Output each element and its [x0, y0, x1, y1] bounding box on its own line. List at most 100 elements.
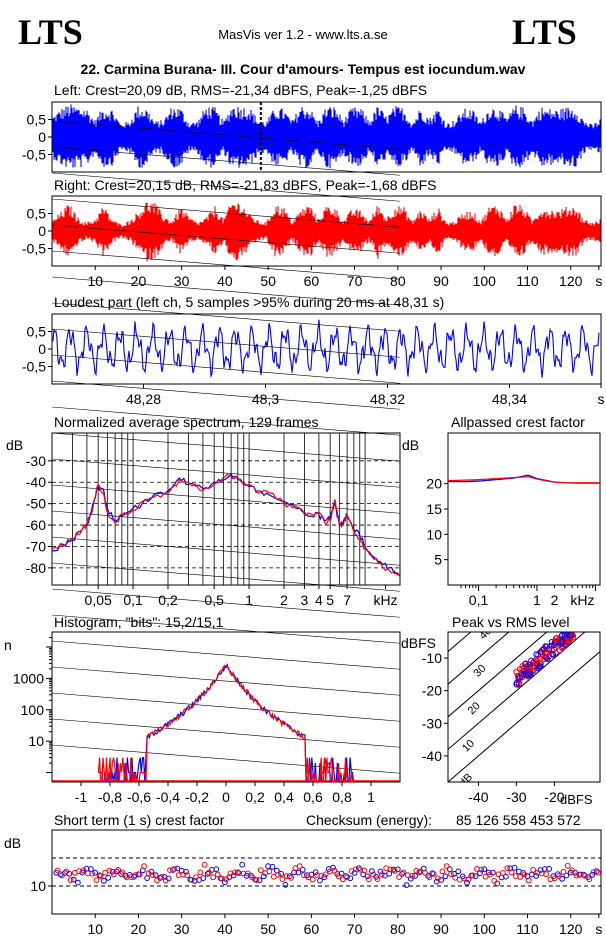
- short-term-point: [500, 870, 506, 876]
- x-tick-label: 0,2: [158, 592, 178, 608]
- spectrum-slope-line: [51, 198, 401, 228]
- short-term-point: [136, 871, 143, 878]
- x-tick-label: 3: [301, 592, 309, 608]
- short-term-point: [275, 872, 282, 878]
- peak-rms-point: [515, 681, 522, 689]
- x-tick-label: 0,6: [303, 789, 323, 805]
- x-tick-label: 20: [131, 921, 147, 937]
- short-term-point: [396, 874, 403, 880]
- x-tick-label: 50: [260, 273, 276, 289]
- right-waveform-trace: [52, 202, 601, 262]
- short-term-point: [317, 877, 323, 884]
- x-tick-label: 0,1: [123, 592, 143, 608]
- short-term-point: [312, 869, 319, 876]
- short-term-point: [446, 866, 453, 873]
- short-term-point: [96, 872, 103, 879]
- short-term-point: [321, 874, 328, 881]
- spectrum-slope-line: [51, 666, 401, 696]
- checksum-label: Checksum (energy):: [306, 812, 432, 828]
- short-term-point: [430, 871, 437, 877]
- short-term-point: [201, 861, 208, 868]
- short-term-point: [370, 871, 377, 878]
- short-term-point: [223, 876, 230, 882]
- x-tick-label: 40: [217, 921, 233, 937]
- x-tick-label: 48,32: [370, 391, 405, 407]
- short-term-point: [97, 873, 104, 879]
- peak-rms-point: [530, 667, 537, 675]
- short-term-point: [80, 867, 87, 874]
- peak-rms-point: [527, 671, 534, 679]
- short-term-point: [494, 880, 501, 887]
- short-term-point: [119, 869, 126, 876]
- crest-diagonal: [448, 650, 600, 782]
- short-term-point: [361, 867, 368, 874]
- short-term-point: [335, 873, 342, 880]
- short-term-point: [586, 876, 593, 883]
- x-tick-label: 90: [433, 273, 449, 289]
- x-tick-label: 4: [315, 592, 323, 608]
- x-tick-label: 1: [245, 592, 253, 608]
- logo-left: LTS: [18, 12, 83, 52]
- short-term-point: [356, 865, 362, 872]
- y-tick-label: -0,5: [22, 147, 46, 163]
- y-tick-label: -10: [422, 650, 442, 666]
- short-term-point: [193, 874, 199, 880]
- short-term-point: [63, 868, 70, 875]
- short-term-crest-grid: [52, 857, 601, 887]
- spectrum-slope-line: [51, 276, 401, 306]
- spectrum-slope-line: [51, 588, 401, 618]
- peak-rms-point: [513, 681, 520, 688]
- y-tick-label: -30: [422, 715, 442, 731]
- spectrum-slope-line: [51, 614, 401, 644]
- short-term-point: [511, 865, 518, 871]
- x-tick-label: 120: [559, 921, 583, 937]
- x-tick-label: 2: [280, 592, 288, 608]
- loudest-part-title: Loudest part (left ch, 5 samples >95% du…: [54, 294, 444, 310]
- x-tick-label: 120: [559, 273, 583, 289]
- waveform-xticks: 10 20 30 40 50 60 70 80 90 100 110 120 s: [87, 266, 602, 289]
- x-tick-label: -40: [468, 789, 488, 805]
- peak-rms-point: [569, 632, 576, 639]
- x-tick-label: -30: [506, 789, 526, 805]
- peak-rms-point: [522, 661, 529, 668]
- spectrum-line: [51, 472, 401, 577]
- crest-diagonal: [448, 632, 548, 718]
- x-tick-label: -0,2: [185, 789, 209, 805]
- spectrum-grid: [51, 120, 401, 774]
- short-term-point: [409, 872, 416, 879]
- short-term-point: [239, 861, 246, 868]
- short-term-point: [148, 868, 155, 875]
- short-term-point: [533, 873, 540, 879]
- track-title: 22. Carmina Burana- III. Cour d'amours- …: [81, 61, 526, 77]
- short-term-point: [595, 869, 601, 876]
- x-tick-label: -1: [75, 789, 88, 805]
- allpassed-crest-panel: Allpassed crest factor dB 20 15 10 5 0,1 1 2 k…: [402, 414, 601, 608]
- short-term-point: [377, 868, 384, 875]
- short-term-point: [416, 869, 423, 876]
- y-tick-label: 0,5: [27, 206, 47, 222]
- crest-diagonal-label: 40: [477, 625, 494, 642]
- x-tick-label: 48,3: [252, 391, 279, 407]
- peak-rms-point: [563, 638, 570, 645]
- short-term-point: [477, 870, 483, 876]
- short-term-point: [330, 864, 336, 871]
- x-tick-label: 10: [87, 273, 103, 289]
- short-term-point: [469, 872, 476, 879]
- short-term-point: [54, 867, 61, 874]
- short-term-point: [344, 874, 351, 881]
- x-tick-label: 48,34: [492, 391, 527, 407]
- y-tick-label: 10: [28, 733, 44, 749]
- y-tick-label: -60: [26, 517, 46, 533]
- peak-rms-point: [556, 646, 563, 654]
- short-term-point: [589, 871, 596, 878]
- histogram-line: [98, 662, 355, 783]
- y-tick-label: 0: [38, 129, 46, 145]
- spectrum-frame: [51, 432, 401, 586]
- waveform-path: [52, 104, 601, 169]
- y-tick-label: 0: [38, 223, 46, 239]
- x-tick-label: -0,6: [127, 789, 151, 805]
- short-term-point: [442, 873, 449, 880]
- spectrum-slope-line: [51, 224, 401, 254]
- short-term-point: [521, 871, 528, 878]
